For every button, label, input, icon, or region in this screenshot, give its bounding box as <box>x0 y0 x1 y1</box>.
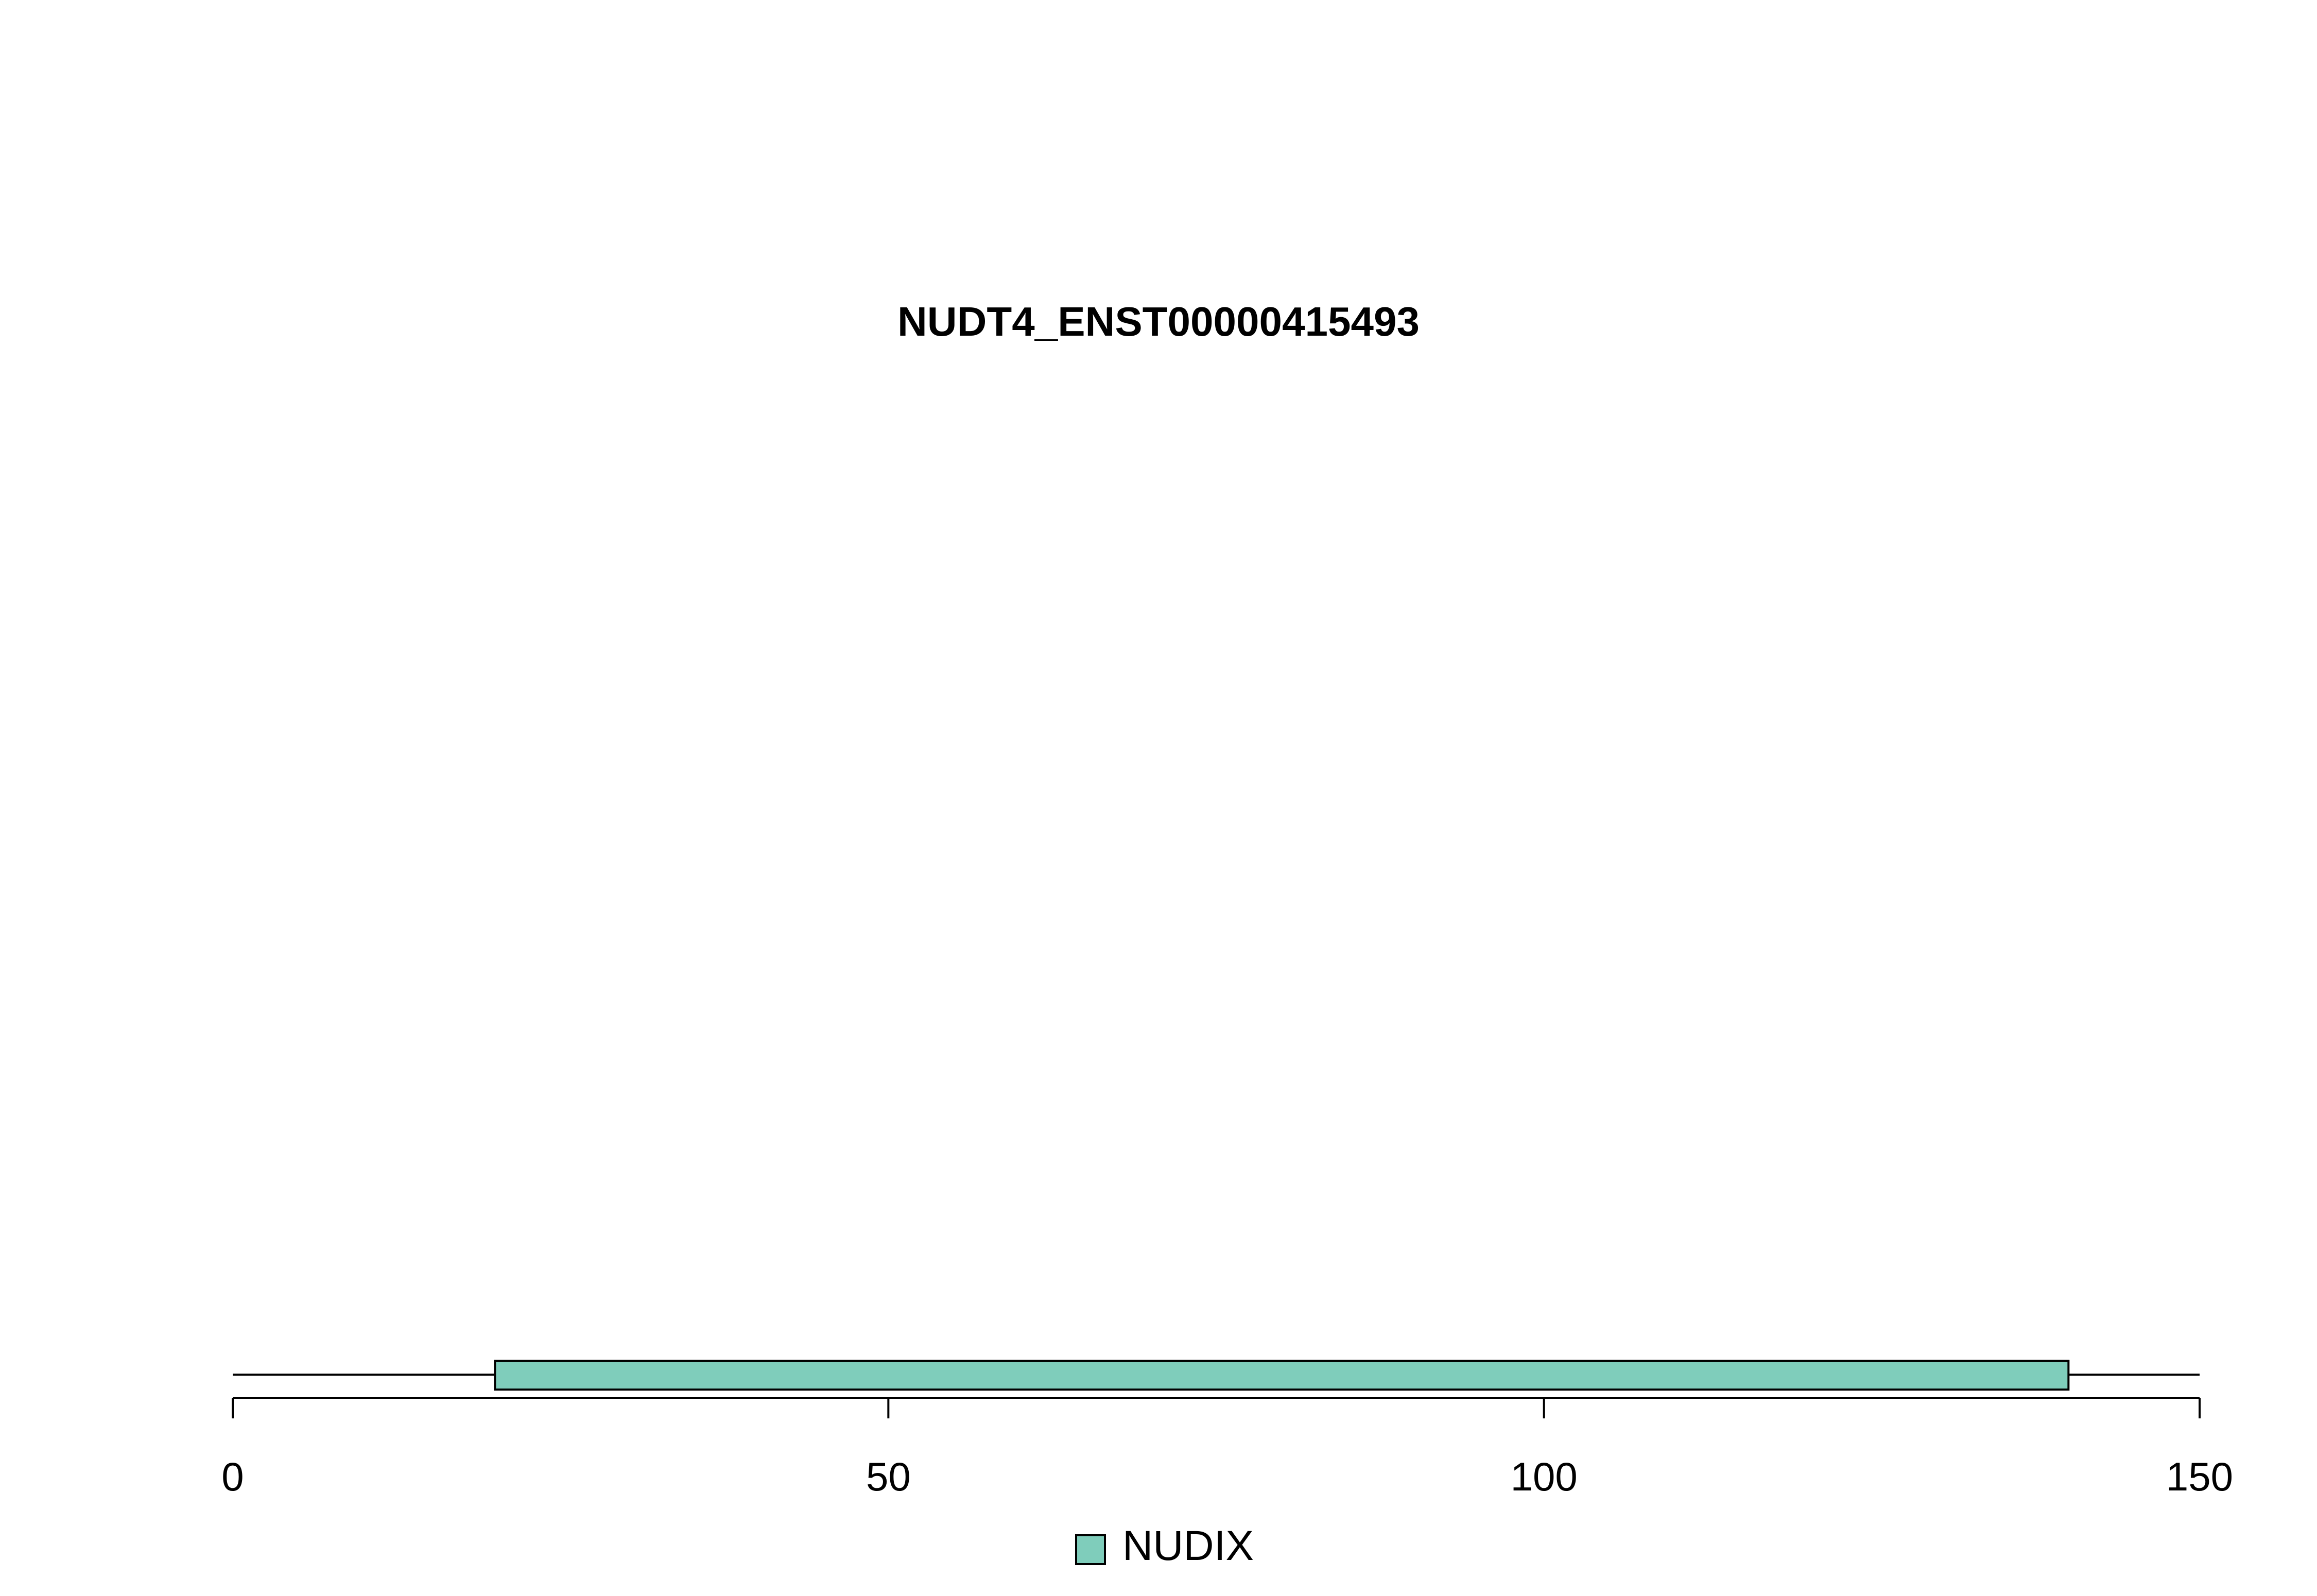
x-tick-label-50: 50 <box>866 1454 911 1499</box>
plot-area <box>233 1360 2200 1391</box>
x-tick-label-100: 100 <box>1511 1454 1578 1499</box>
legend: NUDIX <box>1075 1522 1254 1569</box>
chart-title: NUDT4_ENST00000415493 <box>897 299 1420 344</box>
legend-label-nudix: NUDIX <box>1122 1522 1254 1569</box>
x-tick-label-150: 150 <box>2166 1454 2233 1499</box>
legend-swatch-nudix <box>1075 1534 1106 1565</box>
x-axis: 0 50 100 150 <box>221 1397 2233 1499</box>
x-tick-label-0: 0 <box>221 1454 244 1499</box>
domain-bar-nudix <box>494 1360 2070 1391</box>
